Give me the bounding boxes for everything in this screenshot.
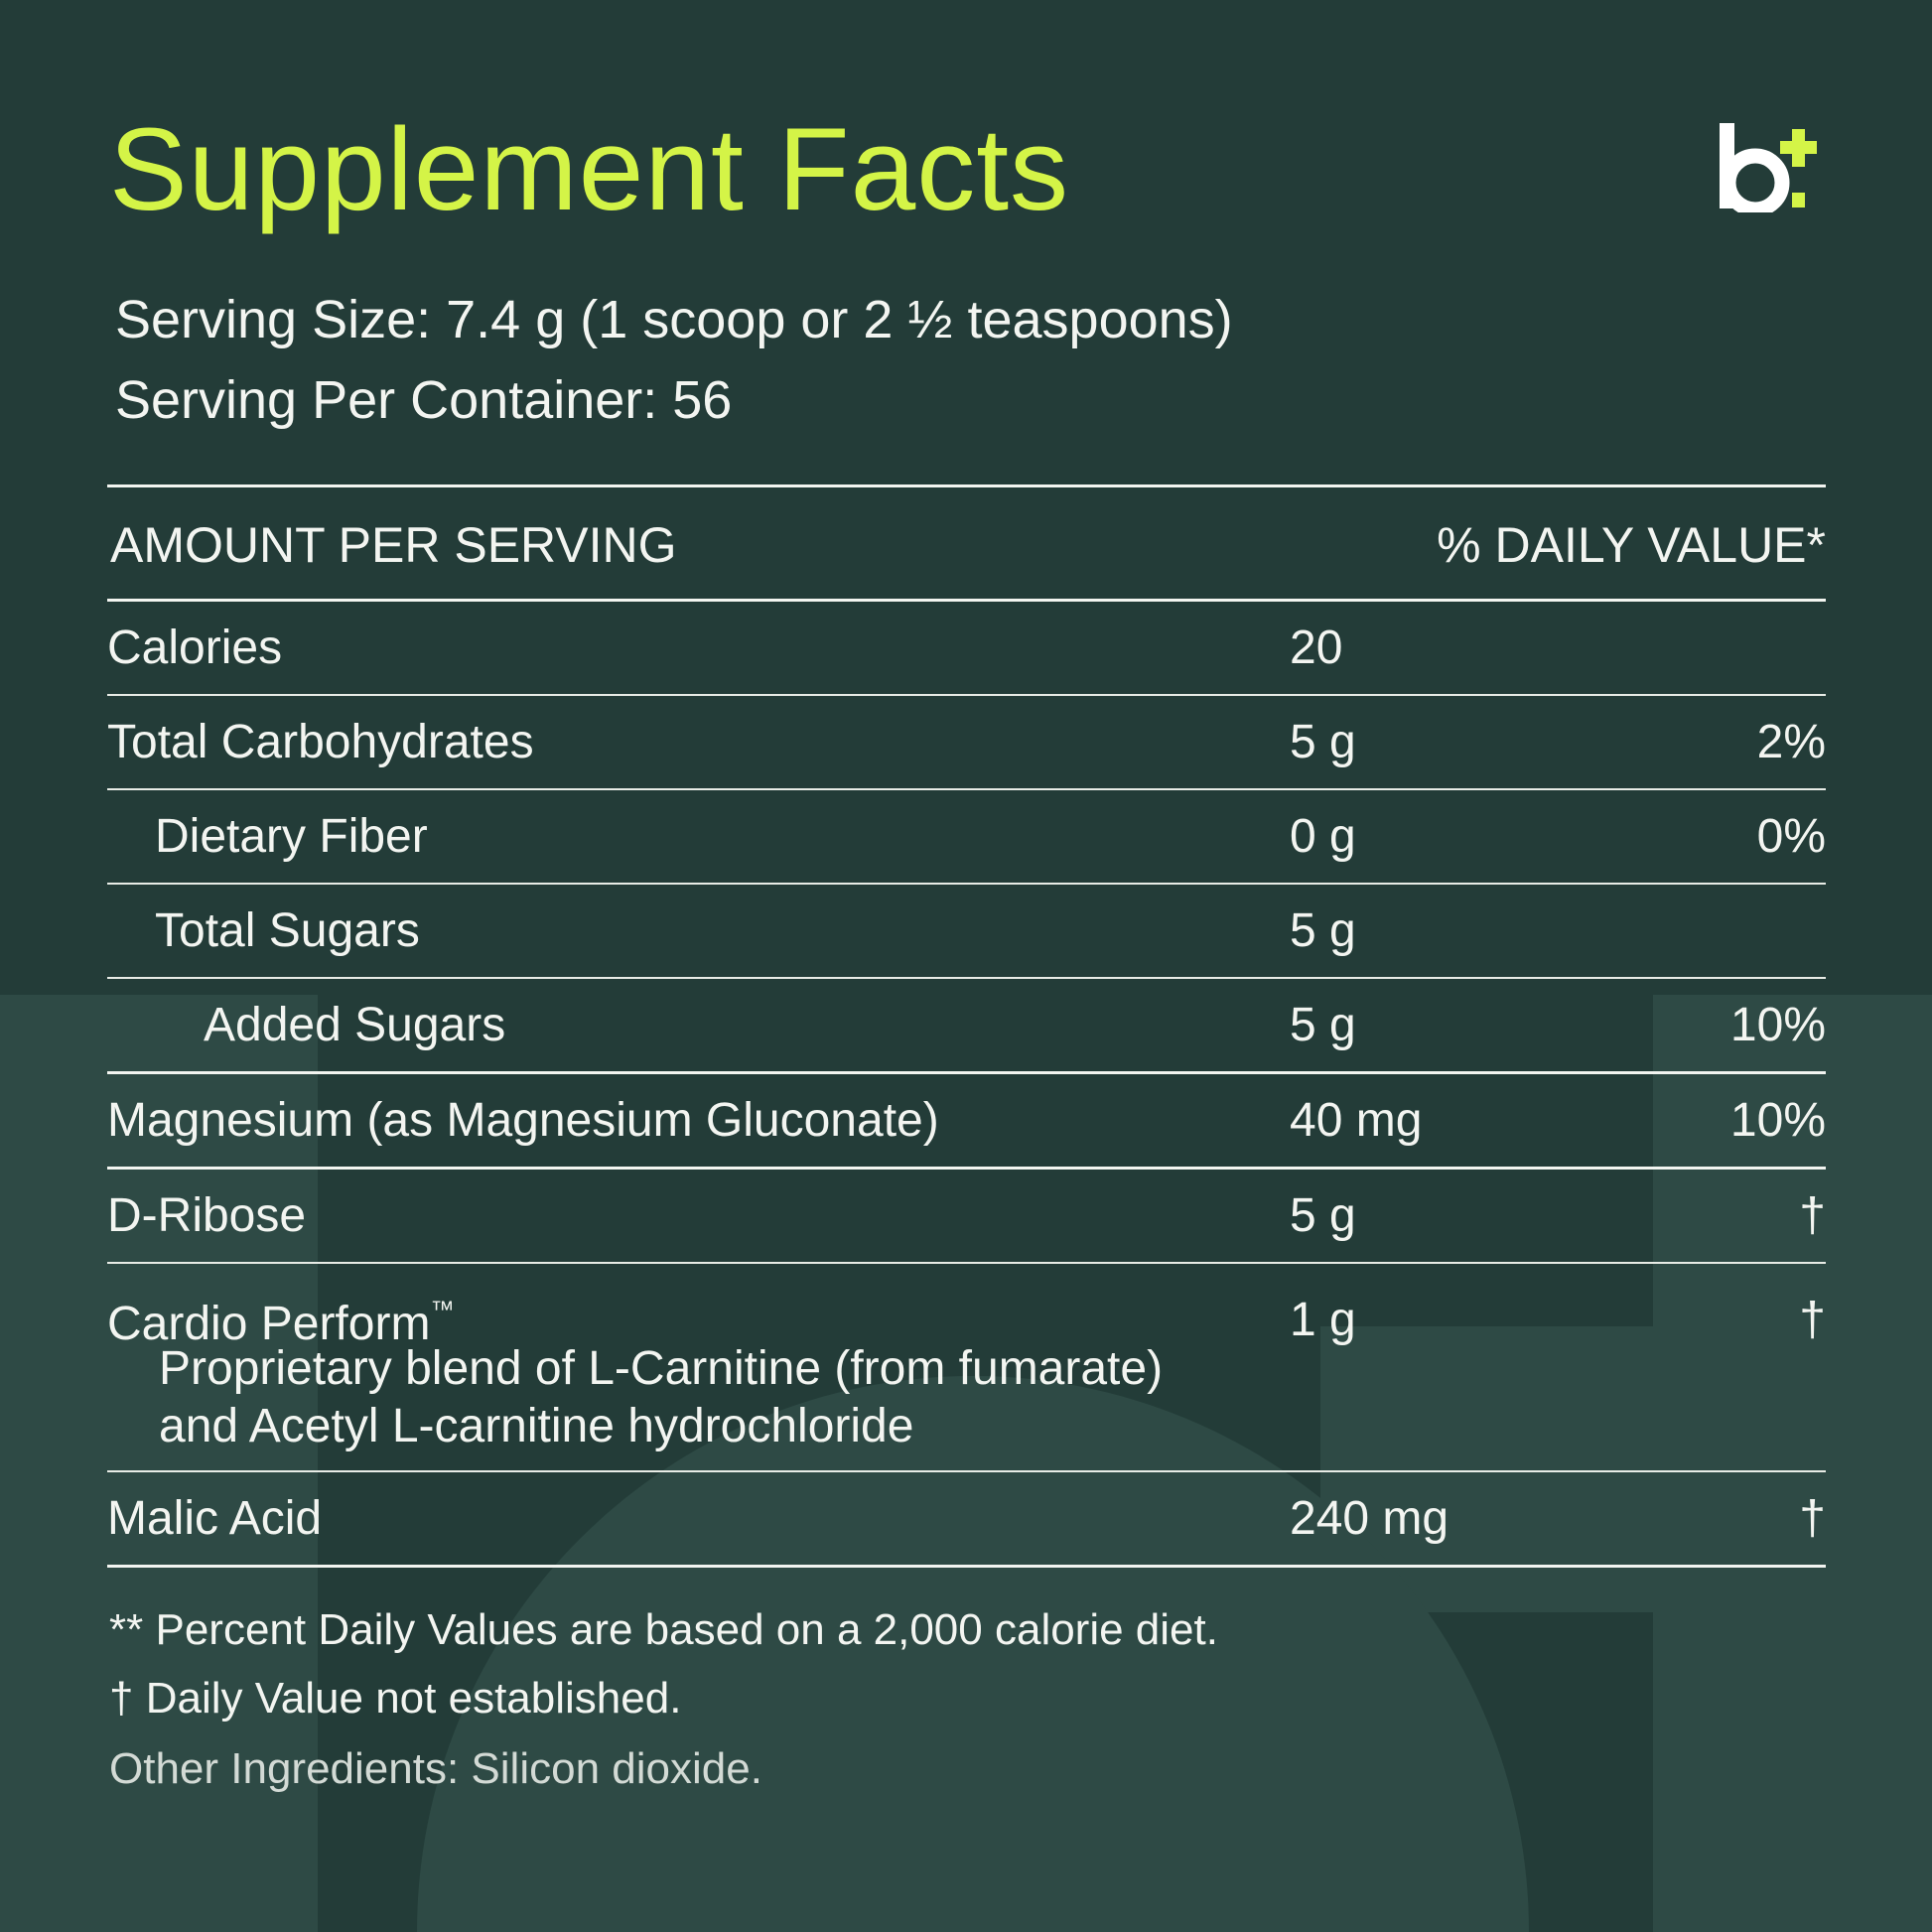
nutrient-daily-value: 10% [1729, 1094, 1826, 1147]
page-title: Supplement Facts [109, 104, 1070, 235]
nutrient-amount: 0 g [1290, 810, 1356, 863]
table-row: Total Sugars 5 g [107, 885, 1826, 979]
nutrient-daily-value: 10% [1729, 999, 1826, 1051]
nutrient-name-group: Cardio Perform™ [107, 1284, 454, 1351]
nutrient-name: Total Carbohydrates [107, 716, 534, 768]
nutrient-daily-value: † [1799, 1189, 1826, 1242]
blend-description-line-1: Proprietary blend of L-Carnitine (from f… [159, 1342, 1164, 1395]
nutrient-amount: 40 mg [1290, 1094, 1423, 1147]
header-daily-value: % DAILY VALUE* [1437, 517, 1826, 573]
table-row: Magnesium (as Magnesium Gluconate) 40 mg… [107, 1074, 1826, 1170]
nutrient-amount: 5 g [1290, 716, 1356, 768]
servings-per-container: Serving Per Container: 56 [115, 370, 733, 430]
nutrient-name: Malic Acid [107, 1492, 323, 1545]
footnote-not-established: † Daily Value not established. [109, 1674, 682, 1723]
header-amount-per-serving: AMOUNT PER SERVING [110, 517, 677, 573]
nutrient-name: Cardio Perform [107, 1298, 431, 1350]
table-row: Total Carbohydrates 5 g 2% [107, 696, 1826, 790]
nutrient-amount: 5 g [1290, 904, 1356, 957]
nutrient-name: Dietary Fiber [155, 810, 428, 863]
nutrient-daily-value: 0% [1756, 810, 1826, 863]
nutrient-name: Calories [107, 621, 283, 674]
table-row: Malic Acid 240 mg † [107, 1472, 1826, 1568]
nutrient-name: Magnesium (as Magnesium Gluconate) [107, 1094, 939, 1147]
nutrient-amount: 1 g [1290, 1294, 1356, 1346]
trademark-symbol: ™ [430, 1297, 455, 1323]
nutrient-name: Total Sugars [155, 904, 420, 957]
nutrient-daily-value: 2% [1756, 716, 1826, 768]
other-ingredients: Other Ingredients: Silicon dioxide. [109, 1744, 762, 1793]
nutrient-name: Added Sugars [204, 999, 506, 1051]
nutrient-daily-value: † [1799, 1294, 1826, 1346]
nutrient-daily-value: † [1799, 1492, 1826, 1545]
table-row: Dietary Fiber 0 g 0% [107, 790, 1826, 885]
nutrient-amount: 240 mg [1290, 1492, 1449, 1545]
nutrient-amount: 20 [1290, 621, 1343, 674]
table-header: AMOUNT PER SERVING % DAILY VALUE* [107, 487, 1826, 602]
table-row: D-Ribose 5 g † [107, 1170, 1826, 1264]
nutrition-table: AMOUNT PER SERVING % DAILY VALUE* Calori… [107, 484, 1826, 1568]
blend-description-line-2: and Acetyl L-carnitine hydrochloride [159, 1400, 914, 1452]
table-row: Cardio Perform™ Proprietary blend of L-C… [107, 1264, 1826, 1472]
serving-size: Serving Size: 7.4 g (1 scoop or 2 ½ teas… [115, 290, 1233, 349]
table-row: Added Sugars 5 g 10% [107, 979, 1826, 1074]
footnote-daily-values: ** Percent Daily Values are based on a 2… [109, 1605, 1218, 1654]
nutrient-name: D-Ribose [107, 1189, 307, 1242]
nutrient-amount: 5 g [1290, 999, 1356, 1051]
b-plus-logo-icon [1720, 123, 1817, 212]
table-row: Calories 20 [107, 602, 1826, 696]
nutrient-amount: 5 g [1290, 1189, 1356, 1242]
